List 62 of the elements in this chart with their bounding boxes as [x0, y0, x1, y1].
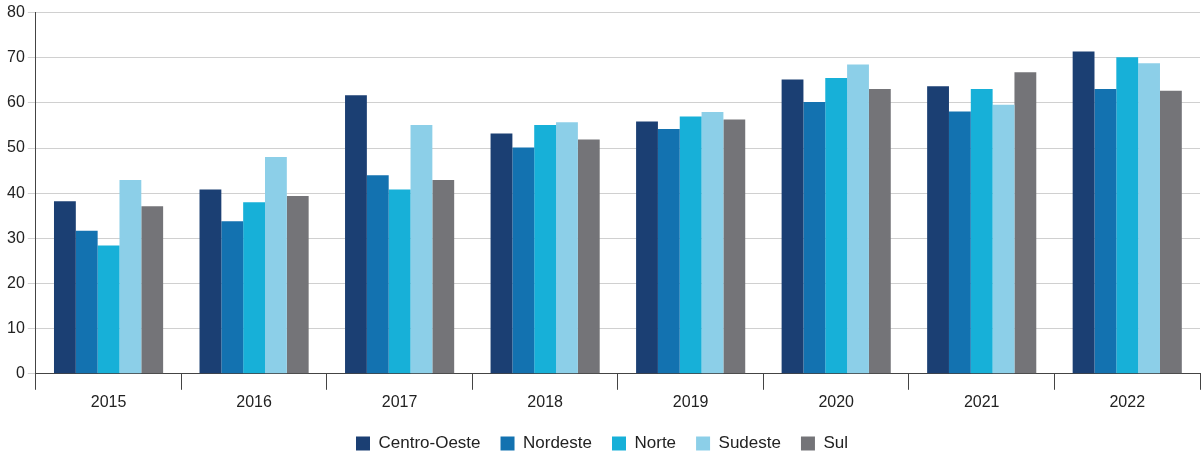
bar: [534, 125, 557, 374]
bar: [577, 139, 600, 374]
bar: [1014, 72, 1037, 374]
bar: [388, 189, 411, 374]
bar: [723, 119, 746, 374]
y-tick-label: 60: [7, 93, 25, 111]
x-tick-label: 2022: [1109, 392, 1146, 410]
bar: [265, 157, 287, 374]
bar: [679, 116, 702, 374]
bar: [636, 121, 658, 374]
bar: [199, 189, 222, 374]
bar: [556, 122, 578, 374]
x-tick-label: 2019: [672, 392, 709, 410]
x-tick-label: 2021: [963, 392, 1000, 410]
bar: [1138, 63, 1160, 374]
bar: [948, 111, 971, 374]
x-tick-label: 2016: [236, 392, 272, 410]
bar: [1094, 88, 1117, 374]
bar: [490, 133, 513, 374]
bar: [286, 195, 309, 374]
legend-label: Sudeste: [718, 433, 781, 453]
legend-label: Centro-Oeste: [378, 433, 481, 453]
y-tick-label: 40: [7, 183, 25, 201]
legend-label: Norte: [634, 433, 677, 453]
x-tick-label: 2020: [818, 392, 855, 410]
bar: [345, 95, 367, 374]
y-tick-label: 80: [7, 3, 25, 21]
bar: [97, 245, 120, 374]
bar: [825, 78, 848, 374]
bar: [53, 201, 76, 374]
bar: [432, 180, 455, 374]
bar: [1159, 90, 1182, 374]
bar: [970, 88, 993, 374]
bar: [512, 147, 535, 374]
bar: [75, 230, 98, 374]
bar: [781, 79, 804, 374]
x-tick-label: 2018: [527, 392, 564, 410]
legend-label: Nordeste: [523, 433, 592, 453]
y-tick-label: 0: [15, 364, 25, 382]
y-tick-label: 10: [7, 319, 25, 337]
bar: [410, 125, 433, 374]
y-tick-label: 70: [7, 48, 25, 66]
bar: [992, 104, 1015, 374]
bar: [221, 221, 244, 374]
legend-label: Sul: [823, 433, 849, 453]
bar: [927, 86, 949, 374]
x-tick-label: 2015: [90, 392, 127, 410]
y-tick-label: 30: [7, 228, 25, 246]
bar: [803, 102, 826, 374]
x-tick-label: 2017: [381, 392, 418, 410]
bar: [1072, 51, 1095, 374]
bar: [119, 180, 142, 374]
bar: [657, 129, 680, 374]
bar: [1116, 57, 1139, 374]
bar: [366, 175, 389, 374]
bar: [141, 206, 164, 374]
bar: [847, 64, 869, 374]
y-tick-label: 50: [7, 138, 25, 156]
bar: [243, 202, 265, 374]
y-tick-label: 20: [7, 273, 25, 291]
bar: [868, 88, 891, 374]
bar: [701, 111, 724, 374]
